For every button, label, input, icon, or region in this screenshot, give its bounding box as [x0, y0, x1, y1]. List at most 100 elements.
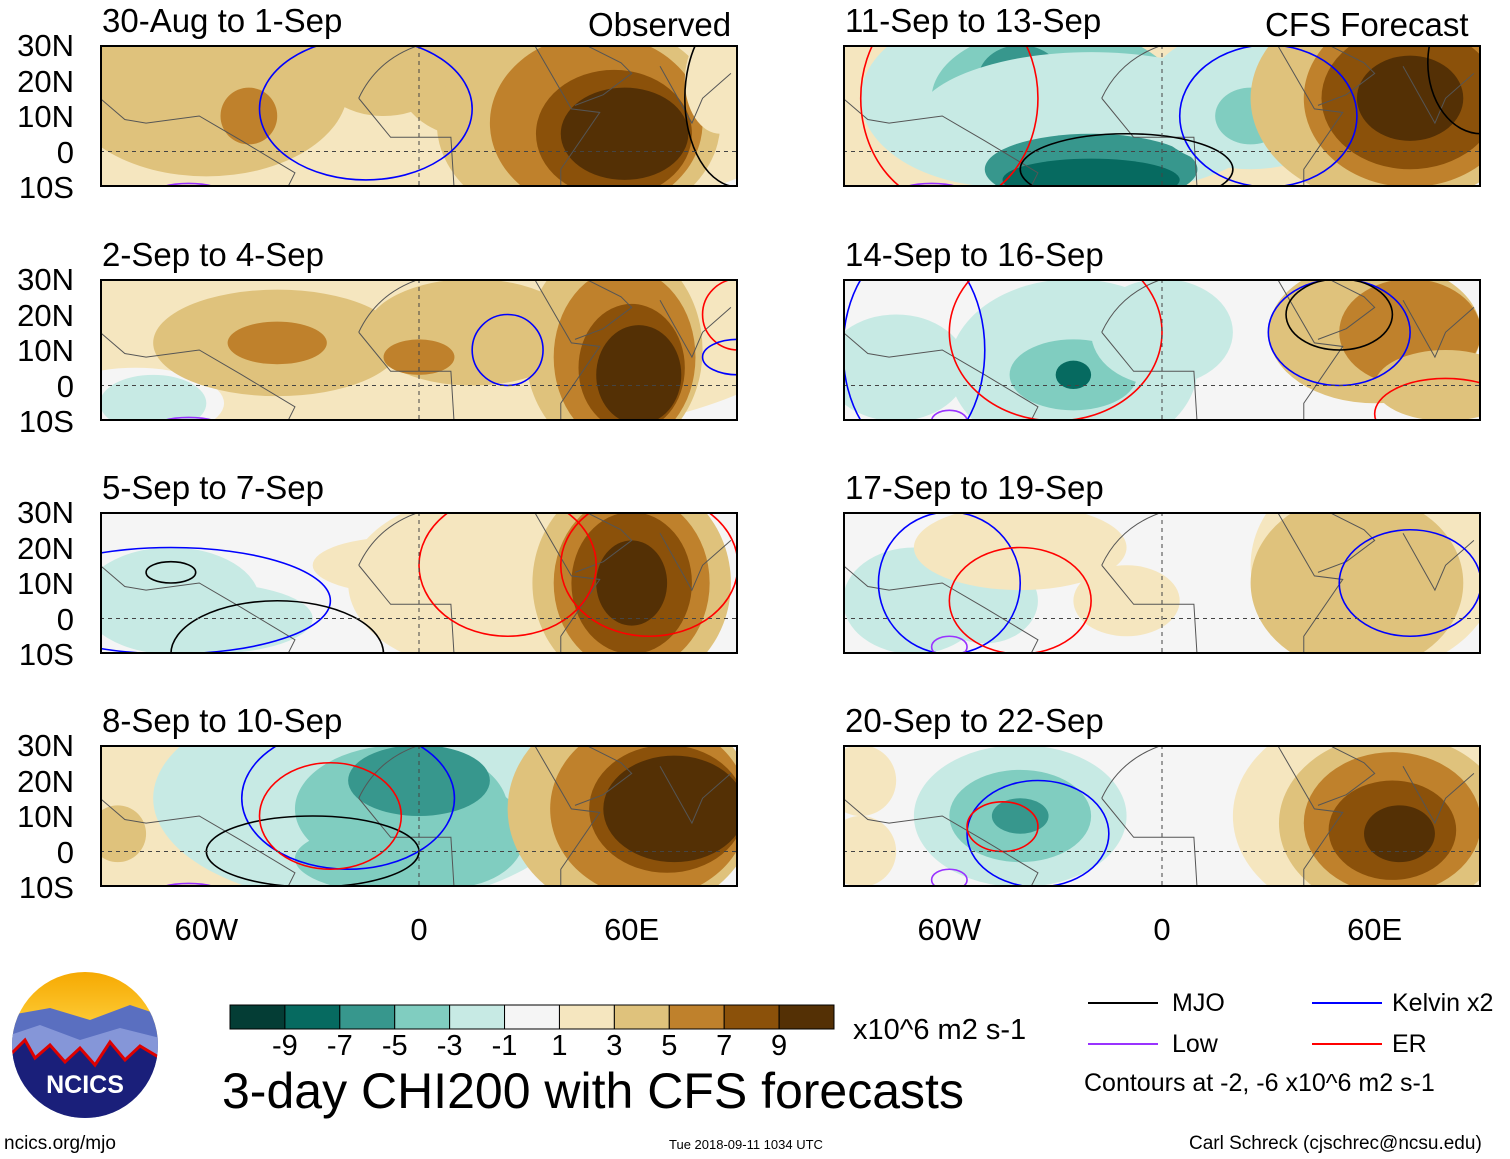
lat-tick-label: 10S	[18, 170, 74, 205]
colorbar-swatch	[504, 1004, 560, 1030]
chi-anomaly-region	[1364, 805, 1435, 863]
americas-coastline	[843, 564, 1039, 654]
colorbar-tick-label: -9	[272, 1030, 298, 1062]
colorbar-tick-label: 9	[771, 1030, 788, 1062]
legend-label-mjo: MJO	[1172, 989, 1225, 1017]
chi-anomaly-region	[1073, 565, 1180, 637]
wave-contour	[948, 279, 1163, 421]
panel-title: 5-Sep to 7-Sep	[102, 469, 324, 506]
footer-url: ncics.org/mjo	[4, 1133, 116, 1154]
colorbar-tick-label: -3	[436, 1030, 463, 1062]
chi-anomaly-region	[596, 540, 668, 626]
chi-anomaly-region	[684, 45, 738, 134]
colorbar-swatch	[613, 1004, 670, 1030]
colorbar-tick-label: -7	[326, 1030, 353, 1062]
panel-frame	[843, 745, 1481, 887]
legend-line-er	[1312, 1043, 1382, 1045]
lat-tick-label: 10N	[17, 333, 74, 368]
lat-tick-label: 20N	[17, 297, 74, 333]
wave-contour	[948, 546, 1092, 654]
colorbar-swatch	[394, 1004, 451, 1030]
wave-contour	[877, 512, 1022, 654]
lon-tick-label: 0	[1153, 912, 1171, 947]
panel-title: 20-Sep to 22-Sep	[845, 702, 1104, 739]
colorbar-tick-label: -1	[491, 1030, 518, 1062]
lat-tick-label: 30N	[17, 495, 74, 530]
wave-contour	[930, 868, 968, 887]
asia-coastline	[574, 279, 732, 359]
colorbar-swatch	[778, 1004, 835, 1030]
chi-anomaly-region	[843, 314, 968, 421]
wave-contour	[930, 409, 968, 421]
lat-tick-label: 30N	[17, 728, 74, 763]
footer-timestamp: Tue 2018-09-11 1034 UTC	[669, 1137, 823, 1152]
wave-contour	[100, 546, 332, 654]
chi-anomaly-region	[843, 745, 897, 816]
colorbar-tick-label: 3	[606, 1030, 623, 1062]
wave-contour	[145, 560, 197, 584]
footer-credit: Carl Schreck (cjschrec@ncsu.edu)	[1189, 1133, 1482, 1154]
panel-title: 2-Sep to 4-Sep	[102, 236, 324, 273]
panel-frame	[100, 45, 738, 187]
colorbar-units: x10^6 m2 s-1	[853, 1014, 1027, 1046]
lat-tick-label: 10S	[18, 637, 74, 672]
lat-tick-label: 20N	[17, 63, 74, 99]
lon-tick-label: 60W	[917, 912, 982, 947]
panel-frame	[843, 512, 1481, 654]
chi-anomaly-region	[100, 805, 147, 863]
colorbar-swatch	[229, 1004, 286, 1030]
wave-contour	[1285, 279, 1394, 351]
lat-tick-label: 30N	[17, 28, 74, 63]
asia-coastline	[1317, 45, 1475, 125]
wave-contour	[966, 801, 1039, 853]
chi-anomaly-region	[1250, 512, 1464, 654]
lat-tick-label: 10N	[17, 99, 74, 134]
panel-frame	[100, 512, 738, 654]
colorbar-tick-label: -5	[381, 1030, 408, 1062]
chi-anomaly-region	[1356, 55, 1464, 141]
panel-frame	[843, 45, 1481, 187]
map-panel-forecast	[843, 512, 1481, 659]
asia-coastline	[1317, 745, 1475, 825]
lon-tick-label: 60E	[1347, 912, 1403, 947]
colorbar-swatch	[339, 1004, 396, 1030]
colorbar-swatch	[558, 1004, 615, 1030]
colorbar-tick-label: 1	[551, 1030, 568, 1062]
wave-contour	[859, 45, 1039, 187]
lat-tick-label: 10S	[18, 870, 74, 905]
chi-anomaly-region	[596, 325, 682, 421]
americas-coastline	[100, 564, 296, 654]
colorbar-swatch	[449, 1004, 506, 1030]
map-panel-forecast	[843, 279, 1481, 426]
americas-coastline	[100, 331, 296, 421]
chi-anomaly-region	[294, 823, 508, 887]
chi-anomaly-region	[100, 374, 207, 421]
wave-contour	[159, 416, 218, 421]
americas-coastline	[843, 797, 1039, 887]
wave-contour	[684, 45, 738, 187]
wave-contour	[1178, 45, 1358, 187]
map-panel-observed	[100, 279, 738, 426]
panel-frame	[100, 745, 738, 887]
forecast-label: CFS Forecast	[1265, 6, 1469, 43]
lat-tick-label: 0	[56, 134, 74, 170]
wave-contour	[241, 745, 456, 871]
asia-coastline	[574, 45, 732, 125]
map-panel-observed	[100, 745, 738, 892]
lat-tick-label: 0	[56, 834, 74, 870]
wave-contour	[1019, 132, 1234, 187]
americas-coastline	[100, 97, 296, 187]
wave-contour	[1373, 377, 1481, 421]
wave-contour	[258, 45, 473, 181]
lon-tick-label: 60W	[174, 912, 239, 947]
lat-tick-label: 10N	[17, 799, 74, 834]
lon-tick-label: 60E	[604, 912, 660, 947]
wave-contour	[170, 599, 385, 654]
colorbar-tick-label: 7	[716, 1030, 733, 1062]
lat-tick-label: 0	[56, 368, 74, 404]
chi-anomaly-region	[1055, 360, 1092, 390]
map-panel-forecast	[843, 45, 1481, 192]
colorbar-swatch	[284, 1004, 341, 1030]
wave-contour	[418, 512, 597, 638]
